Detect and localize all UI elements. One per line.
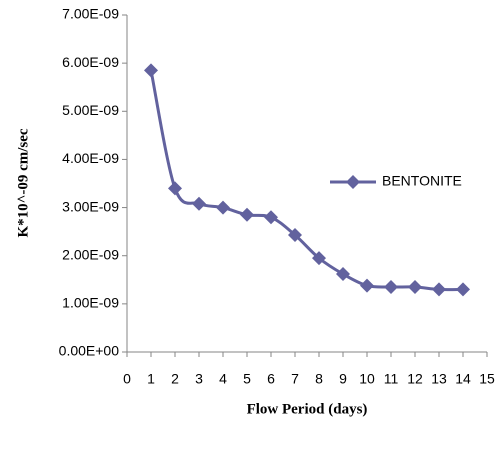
- x-tick-label: 0: [123, 371, 131, 387]
- y-tick-label: 4.00E-09: [62, 150, 119, 166]
- x-tick-label: 11: [384, 371, 399, 387]
- data-point: [456, 282, 470, 297]
- data-point: [144, 63, 158, 78]
- data-point: [216, 200, 230, 215]
- data-point: [240, 207, 254, 222]
- y-tick-label: 7.00E-09: [62, 6, 119, 22]
- x-tick-label: 2: [171, 371, 179, 387]
- y-tick-label: 6.00E-09: [62, 54, 119, 70]
- x-tick-label: 13: [431, 371, 447, 387]
- x-tick-label: 7: [291, 371, 299, 387]
- x-tick-label: 15: [479, 371, 495, 387]
- data-point: [408, 280, 422, 295]
- y-tick-label: 5.00E-09: [62, 102, 119, 118]
- x-tick-label: 1: [147, 371, 155, 387]
- data-point: [384, 280, 398, 295]
- x-tick-label: 3: [195, 371, 203, 387]
- data-point: [192, 196, 206, 211]
- y-tick-label: 0.00E+00: [59, 343, 120, 359]
- data-point: [312, 251, 326, 266]
- x-axis-title: Flow Period (days): [247, 401, 368, 417]
- data-point: [432, 282, 446, 297]
- legend-label: BENTONITE: [382, 173, 462, 189]
- x-tick-label: 12: [407, 371, 423, 387]
- x-tick-label: 8: [315, 371, 323, 387]
- y-tick-label: 1.00E-09: [62, 295, 119, 311]
- data-point: [168, 181, 182, 196]
- x-tick-label: 9: [339, 371, 347, 387]
- data-point: [264, 210, 278, 225]
- x-tick-label: 6: [267, 371, 275, 387]
- y-axis-title: K*10^-09 cm/sec: [15, 128, 31, 237]
- x-tick-label: 14: [455, 371, 471, 387]
- data-point: [288, 228, 302, 243]
- data-point: [360, 278, 374, 293]
- y-tick-label: 3.00E-09: [62, 198, 119, 214]
- legend-marker: [346, 175, 360, 189]
- data-point: [336, 267, 350, 282]
- y-tick-label: 2.00E-09: [62, 246, 119, 262]
- x-tick-label: 5: [243, 371, 251, 387]
- x-tick-label: 10: [359, 371, 375, 387]
- x-tick-label: 4: [219, 371, 227, 387]
